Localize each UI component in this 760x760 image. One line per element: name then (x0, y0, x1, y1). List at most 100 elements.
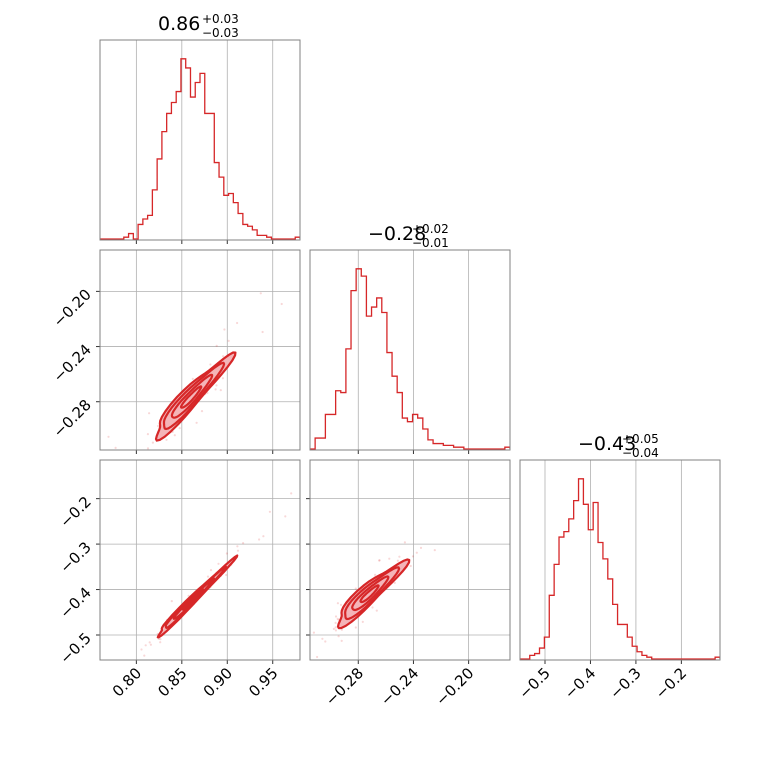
density-2-0 (140, 492, 293, 657)
histogram-title-2: −0.43 (578, 433, 636, 455)
title-upper-error-1: +0.02 (412, 222, 449, 236)
sample-point (187, 594, 190, 597)
sample-point (334, 629, 337, 632)
title-upper-error-0: +0.03 (202, 12, 239, 26)
panel-frame (309, 459, 511, 661)
sample-point (334, 621, 337, 625)
sample-point (415, 551, 418, 554)
sample-point (336, 617, 339, 621)
contour-level-inner (170, 373, 214, 419)
sample-point (398, 555, 401, 558)
histogram-title-0: 0.86 (158, 13, 200, 35)
sample-point (396, 559, 399, 562)
sample-point (148, 412, 151, 415)
y-tick-label-2: −0.3 (56, 538, 94, 576)
panel-0-0: 0.86 +0.03−0.03 (99, 12, 301, 244)
y-tick-label-2: −0.2 (56, 493, 94, 531)
x-tick-label-1: −0.20 (432, 664, 477, 709)
sample-point (346, 233, 348, 235)
sample-point (200, 410, 204, 413)
title-lower-error-1: −0.01 (412, 236, 449, 250)
sample-point (215, 344, 218, 347)
sample-point (148, 641, 151, 644)
sample-point (340, 639, 343, 643)
sample-point (227, 339, 230, 342)
sample-point (378, 559, 381, 562)
x-tick-label-1: −0.24 (377, 664, 422, 709)
x-tick-label-0: 0.95 (245, 664, 281, 700)
sample-point (393, 581, 396, 585)
sample-point (156, 424, 160, 428)
sample-point (403, 541, 406, 544)
contour-level-outer (154, 351, 237, 442)
sample-point (258, 538, 261, 541)
sample-point (191, 377, 194, 380)
sample-point (336, 602, 339, 605)
sample-point (316, 655, 319, 659)
sample-point (236, 321, 239, 325)
sample-point (312, 631, 315, 634)
contour-level-core (179, 385, 203, 409)
sample-point (236, 549, 240, 552)
sample-point (354, 626, 357, 629)
sample-point (151, 441, 154, 444)
contour-level-inner (351, 575, 390, 612)
sample-point (215, 384, 218, 387)
density-1-0 (107, 233, 348, 450)
sample-point (140, 648, 143, 651)
sample-point (409, 564, 412, 568)
sample-point (143, 654, 146, 657)
sample-point (170, 600, 173, 603)
histogram-series-1 (310, 268, 510, 450)
y-tick-label-2: −0.4 (56, 584, 94, 622)
sample-point (222, 355, 225, 358)
x-tick-label-0: 0.90 (200, 664, 236, 700)
sample-point (280, 302, 283, 306)
sample-point (371, 606, 374, 609)
sample-point (388, 557, 391, 560)
sample-point (225, 552, 228, 555)
sample-point (206, 575, 210, 578)
panel-frame (519, 459, 721, 661)
sample-point (149, 643, 152, 646)
x-tick-label-0: 0.80 (109, 664, 145, 700)
sample-point (165, 438, 168, 441)
sample-point (242, 542, 245, 545)
sample-point (173, 434, 176, 437)
contour-level-core (359, 584, 380, 604)
x-tick-label-1: −0.28 (322, 664, 367, 709)
sample-point (334, 615, 338, 618)
x-tick-label-2: −0.3 (606, 664, 644, 702)
sample-point (259, 292, 262, 295)
histogram-series-0 (100, 58, 300, 240)
x-tick-label-0: 0.85 (154, 664, 190, 700)
sample-point (361, 620, 364, 624)
sample-point (268, 510, 271, 513)
sample-point (217, 562, 220, 565)
sample-point (419, 546, 423, 550)
sample-point (144, 644, 147, 647)
title-upper-error-2: +0.05 (622, 432, 659, 446)
sample-point (284, 515, 287, 518)
panel-1-1: −0.28+0.02−0.01 (309, 222, 511, 454)
sample-point (159, 638, 162, 641)
sample-point (146, 433, 149, 436)
sample-point (290, 492, 293, 495)
sample-point (378, 559, 381, 562)
sample-point (340, 628, 343, 631)
sample-point (219, 389, 222, 392)
sample-point (337, 635, 340, 638)
sample-point (114, 446, 117, 449)
sample-point (411, 555, 415, 558)
sample-point (209, 569, 213, 572)
sample-point (288, 657, 290, 659)
y-tick-label-1: −0.24 (50, 341, 95, 386)
contour-level-core (181, 588, 205, 611)
x-tick-label-2: −0.2 (652, 664, 690, 702)
sample-point (146, 447, 150, 450)
sample-point (354, 587, 357, 590)
panel-2-2: −0.43+0.05−0.04 (519, 432, 721, 664)
panel-2-1 (288, 459, 511, 664)
sample-point (195, 421, 198, 424)
